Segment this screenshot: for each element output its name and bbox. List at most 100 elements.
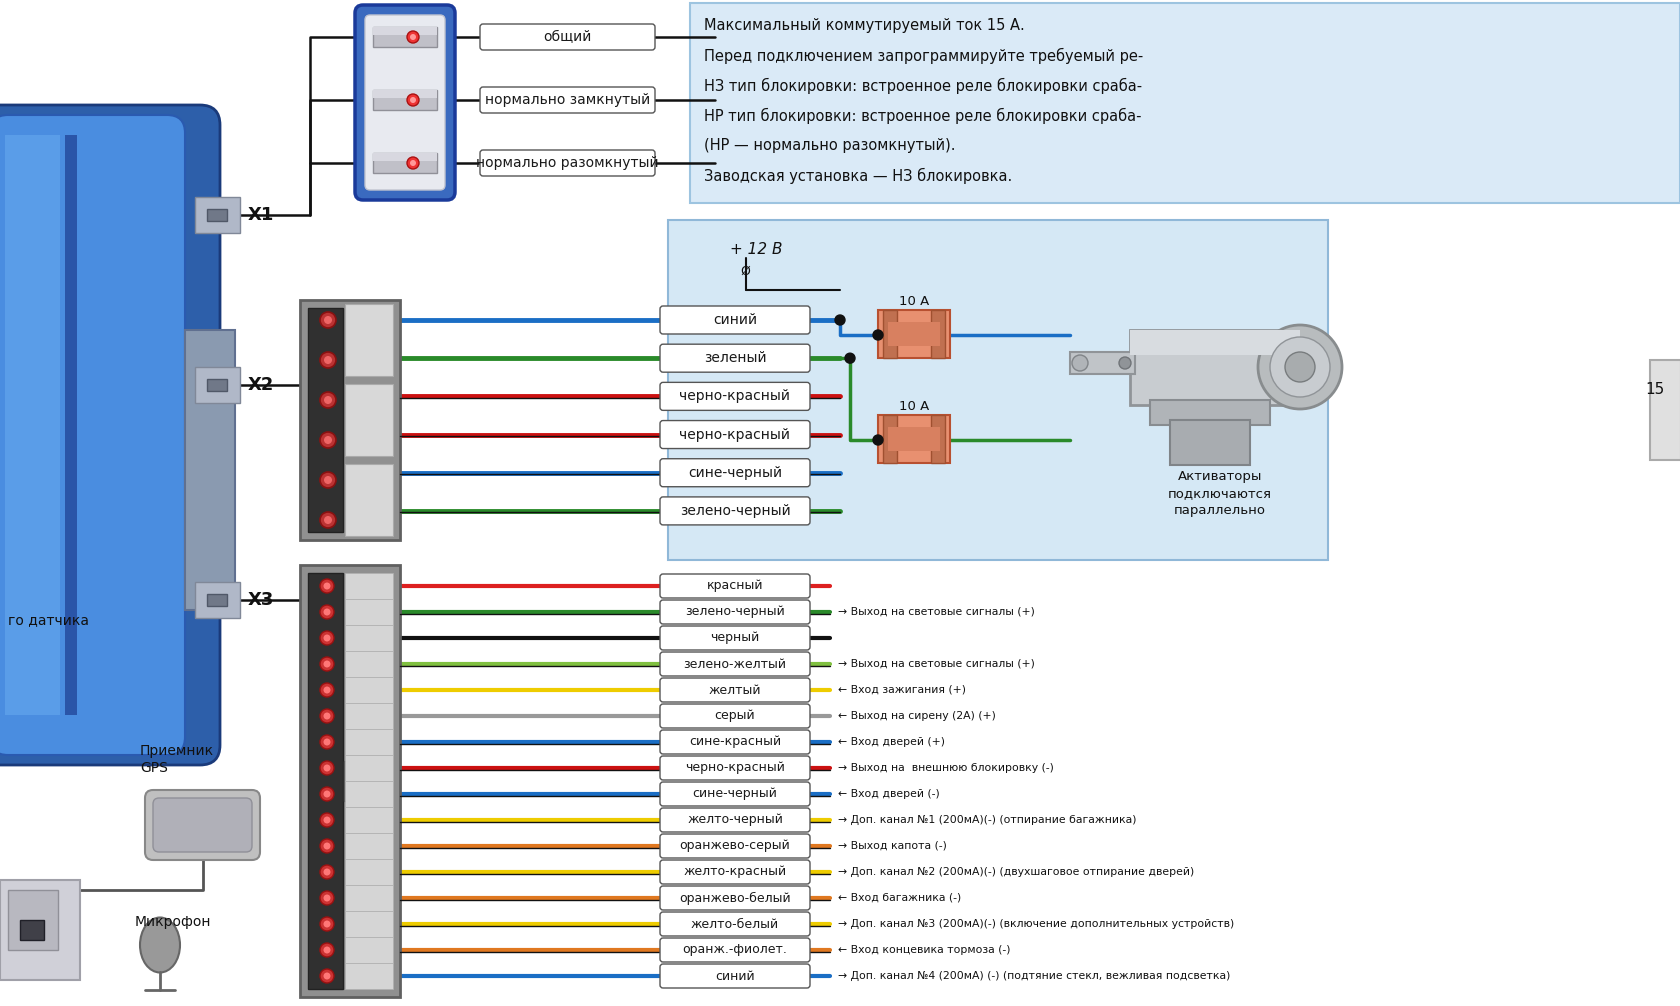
Circle shape bbox=[872, 330, 882, 340]
Text: НЗ тип блокировки: встроенное реле блокировки сраба-: НЗ тип блокировки: встроенное реле блоки… bbox=[704, 78, 1141, 95]
Circle shape bbox=[1270, 337, 1329, 397]
Text: зелено-черный: зелено-черный bbox=[679, 504, 790, 518]
FancyBboxPatch shape bbox=[660, 459, 810, 487]
Text: Приемник
GPS: Приемник GPS bbox=[139, 743, 213, 775]
Circle shape bbox=[410, 160, 415, 166]
Text: → Выход на световые сигналы (+): → Выход на световые сигналы (+) bbox=[838, 607, 1035, 617]
Bar bbox=[344, 625, 393, 651]
Circle shape bbox=[845, 353, 855, 363]
Circle shape bbox=[323, 868, 331, 875]
Bar bbox=[887, 322, 939, 346]
Circle shape bbox=[319, 839, 334, 853]
Circle shape bbox=[407, 94, 418, 106]
FancyBboxPatch shape bbox=[660, 497, 810, 525]
FancyBboxPatch shape bbox=[660, 938, 810, 962]
FancyBboxPatch shape bbox=[660, 730, 810, 754]
Circle shape bbox=[410, 34, 415, 40]
Circle shape bbox=[323, 817, 331, 824]
Bar bbox=[882, 310, 897, 358]
Bar bbox=[1169, 420, 1250, 465]
Bar bbox=[931, 415, 944, 463]
Bar bbox=[1149, 400, 1270, 425]
Bar bbox=[207, 594, 227, 606]
Text: черно-красный: черно-красный bbox=[679, 428, 790, 442]
Bar bbox=[344, 885, 393, 911]
Text: Максимальный коммутируемый ток 15 А.: Максимальный коммутируемый ток 15 А. bbox=[704, 18, 1025, 33]
Bar bbox=[344, 911, 393, 937]
Text: ← Вход дверей (-): ← Вход дверей (-) bbox=[838, 789, 939, 799]
Bar bbox=[344, 599, 393, 625]
Text: общий: общий bbox=[543, 30, 591, 44]
Bar bbox=[373, 90, 437, 110]
Text: оранжево-белый: оранжево-белый bbox=[679, 891, 790, 904]
Bar bbox=[344, 937, 393, 963]
Circle shape bbox=[323, 712, 331, 719]
Circle shape bbox=[323, 635, 331, 642]
Bar bbox=[344, 833, 393, 859]
Text: го датчика: го датчика bbox=[8, 613, 89, 627]
Circle shape bbox=[319, 605, 334, 619]
Text: синий: синий bbox=[712, 313, 756, 327]
Bar bbox=[307, 308, 343, 532]
Bar bbox=[344, 729, 393, 754]
Circle shape bbox=[410, 97, 415, 103]
Circle shape bbox=[319, 392, 336, 408]
Circle shape bbox=[1257, 325, 1341, 409]
FancyBboxPatch shape bbox=[660, 626, 810, 650]
Bar bbox=[344, 807, 393, 833]
Text: Заводская установка — НЗ блокировка.: Заводская установка — НЗ блокировка. bbox=[704, 168, 1011, 184]
FancyBboxPatch shape bbox=[660, 860, 810, 884]
Bar bbox=[1070, 352, 1134, 374]
Bar bbox=[373, 90, 437, 98]
Circle shape bbox=[323, 738, 331, 745]
Text: ← Выход на сирену (2А) (+): ← Выход на сирену (2А) (+) bbox=[838, 711, 995, 721]
Text: черно-красный: черно-красный bbox=[685, 762, 785, 775]
Text: Ø: Ø bbox=[739, 265, 749, 278]
Text: сине-черный: сине-черный bbox=[687, 466, 781, 480]
Circle shape bbox=[323, 609, 331, 616]
Bar bbox=[373, 27, 437, 47]
FancyBboxPatch shape bbox=[660, 382, 810, 410]
Circle shape bbox=[319, 917, 334, 931]
Text: зеленый: зеленый bbox=[704, 351, 766, 365]
FancyBboxPatch shape bbox=[660, 704, 810, 728]
Text: ← Вход зажигания (+): ← Вход зажигания (+) bbox=[838, 685, 966, 695]
Circle shape bbox=[319, 709, 334, 723]
Text: (НР — нормально разомкнутый).: (НР — нормально разомкнутый). bbox=[704, 138, 954, 153]
Circle shape bbox=[319, 943, 334, 957]
Text: желто-белый: желто-белый bbox=[690, 917, 778, 931]
FancyBboxPatch shape bbox=[153, 798, 252, 852]
Bar bbox=[344, 651, 393, 677]
Bar bbox=[1129, 330, 1299, 355]
FancyBboxPatch shape bbox=[660, 574, 810, 598]
FancyBboxPatch shape bbox=[365, 15, 445, 190]
Bar bbox=[882, 415, 897, 463]
FancyBboxPatch shape bbox=[660, 421, 810, 449]
Text: → Выход капота (-): → Выход капота (-) bbox=[838, 841, 946, 851]
Ellipse shape bbox=[139, 917, 180, 973]
Text: сине-красный: сине-красный bbox=[689, 735, 781, 748]
Circle shape bbox=[407, 31, 418, 43]
Bar bbox=[344, 754, 393, 781]
Circle shape bbox=[323, 686, 331, 693]
Text: Перед подключением запрограммируйте требуемый ре-: Перед подключением запрограммируйте треб… bbox=[704, 48, 1142, 64]
Text: красный: красный bbox=[706, 579, 763, 593]
Circle shape bbox=[872, 435, 882, 445]
Circle shape bbox=[1072, 355, 1087, 371]
Circle shape bbox=[319, 352, 336, 368]
Text: Микрофон: Микрофон bbox=[134, 915, 212, 929]
Bar bbox=[307, 573, 343, 989]
Circle shape bbox=[323, 582, 331, 590]
Circle shape bbox=[319, 312, 336, 328]
Text: нормально разомкнутый: нормально разомкнутый bbox=[475, 156, 659, 170]
Text: зелено-желтый: зелено-желтый bbox=[684, 658, 786, 671]
Bar bbox=[344, 304, 393, 376]
Circle shape bbox=[319, 891, 334, 905]
Circle shape bbox=[319, 683, 334, 697]
Text: X3: X3 bbox=[249, 591, 274, 609]
Circle shape bbox=[835, 315, 845, 325]
Bar bbox=[931, 310, 944, 358]
Text: оранжево-серый: оранжево-серый bbox=[679, 839, 790, 852]
FancyBboxPatch shape bbox=[480, 24, 655, 50]
Bar bbox=[207, 379, 227, 391]
